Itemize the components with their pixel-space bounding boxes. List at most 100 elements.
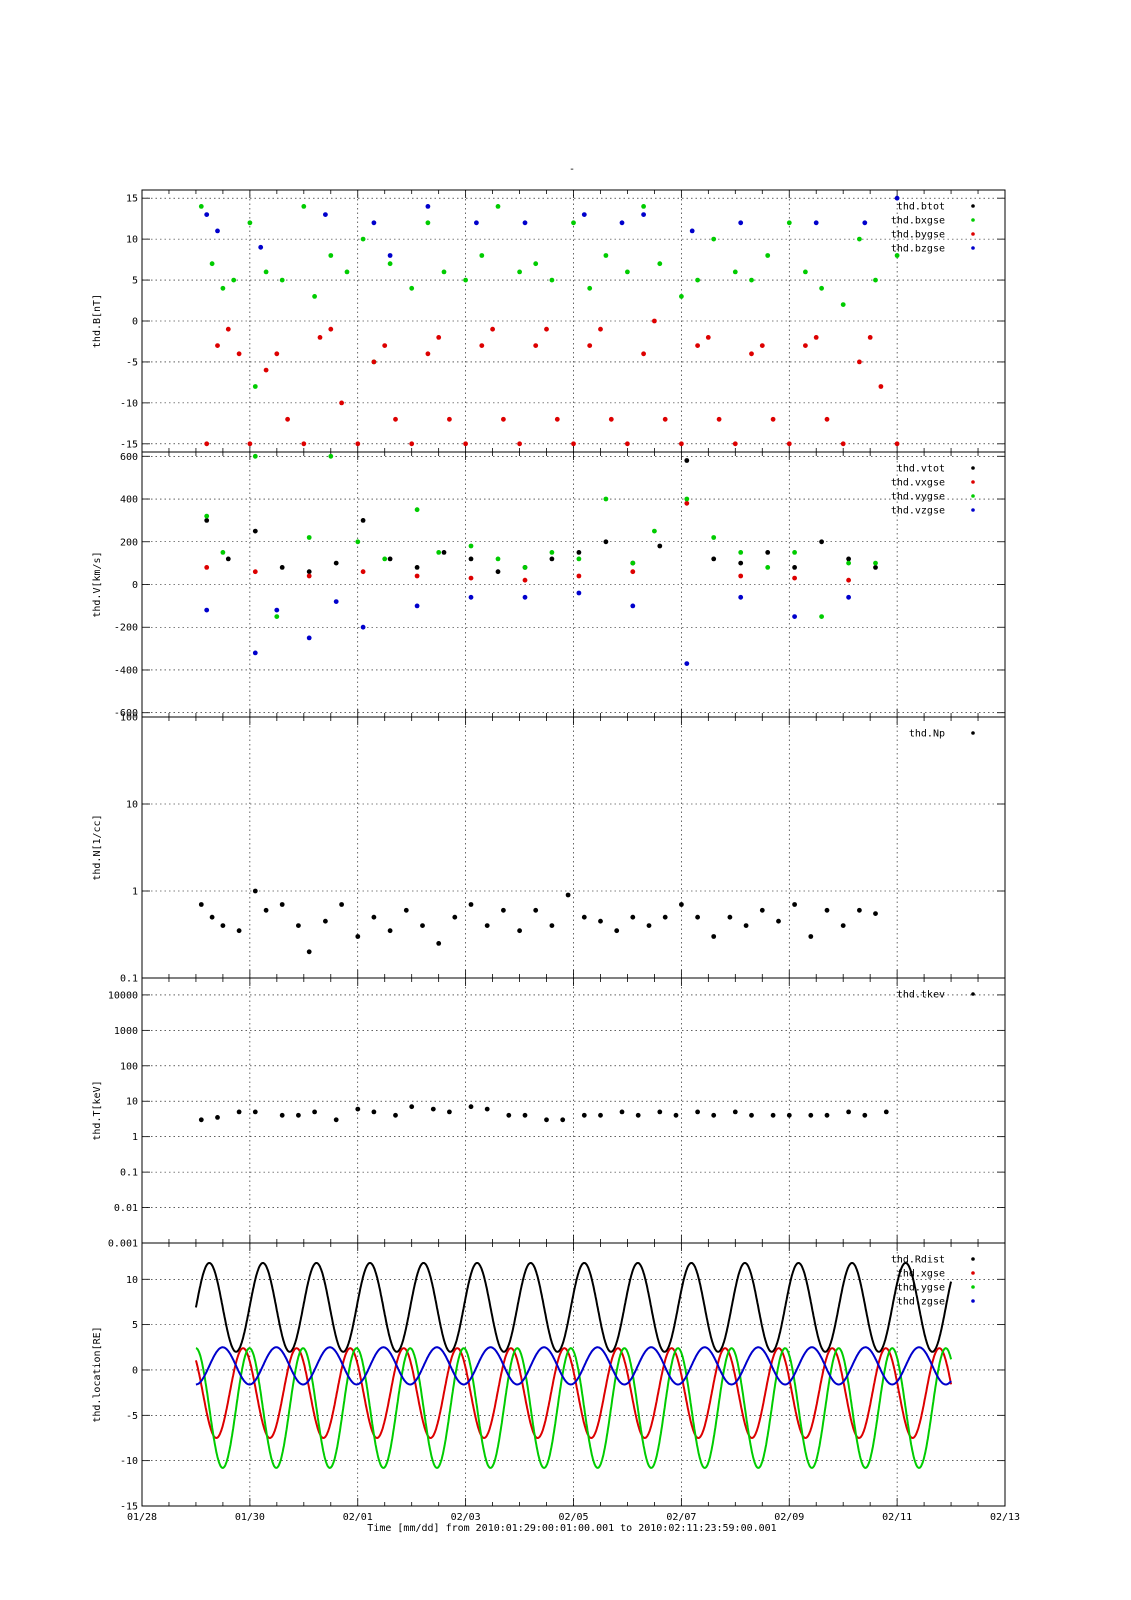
series-thd-vzgse (204, 590, 851, 666)
data-point (274, 351, 280, 357)
data-point (204, 518, 210, 523)
data-point (387, 928, 393, 934)
data-point (252, 569, 258, 575)
y-tick-label: -15 (120, 439, 138, 450)
data-point (571, 441, 576, 447)
data-point (819, 614, 824, 619)
data-point (317, 335, 323, 340)
data-point (312, 294, 317, 299)
legend-entry: thd.Np (909, 729, 945, 740)
x-tick-label: 02/03 (451, 1512, 481, 1523)
data-point (549, 277, 555, 283)
data-point (441, 550, 447, 555)
x-tick-label: 01/28 (127, 1512, 157, 1523)
data-point (679, 902, 684, 907)
data-point (630, 603, 636, 609)
data-point (576, 590, 582, 596)
y-tick-label: -5 (126, 357, 138, 368)
data-point (220, 550, 226, 555)
data-point (630, 569, 636, 575)
data-point (867, 335, 873, 340)
data-point (862, 1112, 868, 1118)
legend-entry: thd.zgse (897, 1297, 945, 1308)
panel-5: 10 5 0 -5 -10 -15 thd.location[RE] thd.Rdist thd… (92, 1242, 1020, 1523)
data-point (662, 914, 668, 920)
data-point (684, 496, 690, 502)
legend-marker (971, 1257, 975, 1261)
data-point (873, 560, 878, 566)
data-point (220, 923, 226, 928)
data-point (414, 603, 420, 609)
data-point (894, 441, 900, 447)
data-point (436, 550, 442, 555)
series-thd-bzgse (204, 195, 900, 258)
data-point (360, 569, 366, 575)
legend-entry: thd.Rdist (891, 1255, 945, 1266)
legend-entry: thd.vxgse (891, 478, 945, 489)
data-point (549, 556, 555, 562)
data-point (409, 1104, 415, 1110)
data-point (759, 343, 765, 348)
data-point (360, 624, 366, 630)
data-point (544, 1117, 549, 1123)
series-thd-bygse (204, 318, 900, 447)
data-point (371, 359, 377, 365)
data-point (819, 285, 824, 291)
data-point (247, 441, 253, 447)
data-point (565, 892, 571, 898)
data-point (355, 441, 361, 447)
legend-marker (971, 232, 975, 236)
series-thd-vtot (204, 458, 878, 575)
data-point (695, 277, 700, 283)
series-thd-bxgse (198, 204, 900, 389)
data-point (732, 441, 738, 447)
data-point (436, 941, 442, 946)
data-point (393, 1112, 398, 1118)
data-point (603, 496, 609, 502)
data-point (279, 277, 285, 283)
data-point (479, 253, 485, 258)
y-tick-label: 10000 (108, 990, 138, 1001)
data-point (727, 914, 733, 920)
data-point (732, 1109, 738, 1115)
data-point (328, 326, 334, 332)
data-point (765, 550, 771, 555)
legend-entry: thd.vzgse (891, 506, 945, 517)
data-point (711, 1112, 717, 1118)
data-point (786, 441, 792, 447)
x-tick-label: 02/05 (558, 1512, 588, 1523)
panel-4: 10000 1000 100 10 1 0.1 0.01 0.001 thd.T[keV] thd… (92, 977, 1006, 1250)
data-point (738, 560, 744, 566)
data-point (209, 261, 215, 267)
data-point (463, 441, 468, 447)
series-thd-xgse (194, 1347, 953, 1440)
data-point (581, 212, 587, 218)
data-point (716, 416, 722, 422)
data-point (581, 1112, 587, 1118)
data-point (393, 416, 398, 422)
legend-marker (971, 204, 975, 208)
data-point (819, 539, 824, 545)
data-point (323, 212, 328, 218)
data-point (824, 416, 830, 422)
data-point (215, 1115, 220, 1120)
data-point (840, 441, 846, 447)
data-point (204, 212, 210, 218)
data-point (695, 343, 700, 348)
y-tick-label: -200 (114, 623, 138, 634)
data-point (306, 573, 312, 579)
data-point (560, 1117, 566, 1123)
y-tick-label: 1 (132, 887, 138, 898)
series-thd-Rdist (194, 1262, 953, 1353)
series-group (194, 1262, 953, 1469)
data-point (436, 335, 442, 340)
x-tick-label: 02/13 (990, 1512, 1020, 1523)
data-point (252, 1109, 258, 1115)
data-point (252, 528, 258, 534)
x-tick-label: 02/09 (774, 1512, 804, 1523)
y-tick-label: 1 (132, 1132, 138, 1143)
data-point (236, 1109, 242, 1115)
series-thd-zgse (195, 1346, 952, 1386)
data-point (549, 923, 555, 928)
y-tick-label: 200 (120, 537, 138, 548)
